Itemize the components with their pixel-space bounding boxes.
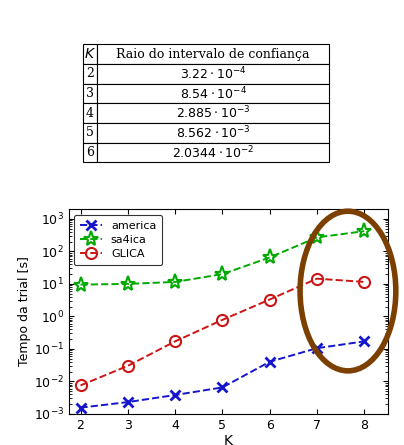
sa4ica: [173, 279, 177, 285]
GLICA: [362, 279, 366, 285]
america: [314, 345, 319, 351]
america: [78, 405, 83, 410]
sa4ica: [125, 281, 130, 287]
america: [362, 339, 366, 344]
GLICA: [125, 363, 130, 368]
GLICA: [267, 297, 272, 302]
sa4ica: [220, 271, 225, 277]
america: [220, 385, 225, 390]
Legend: america, sa4ica, GLICA: america, sa4ica, GLICA: [74, 214, 162, 265]
GLICA: [220, 317, 225, 323]
sa4ica: [362, 228, 366, 234]
sa4ica: [314, 235, 319, 240]
GLICA: [173, 339, 177, 344]
america: [125, 400, 130, 405]
sa4ica: [267, 255, 272, 260]
Line: sa4ica: sa4ica: [73, 223, 372, 292]
america: [267, 359, 272, 364]
Line: GLICA: GLICA: [75, 273, 370, 391]
GLICA: [314, 276, 319, 281]
america: [173, 392, 177, 398]
sa4ica: [78, 282, 83, 287]
Line: america: america: [76, 336, 369, 413]
X-axis label: K: K: [224, 434, 233, 445]
Y-axis label: Tempo da trial [s]: Tempo da trial [s]: [18, 257, 31, 366]
GLICA: [78, 383, 83, 388]
